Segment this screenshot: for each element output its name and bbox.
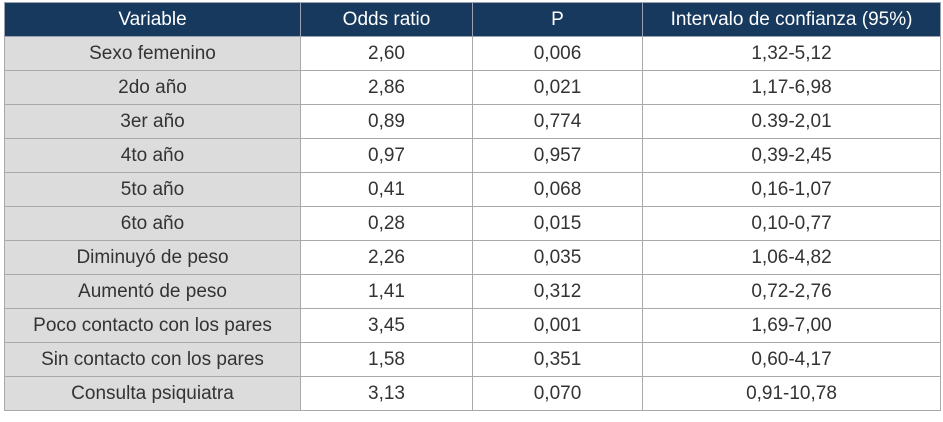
variable-cell: Sexo femenino [4,36,301,71]
variable-cell: Aumentó de peso [4,274,301,309]
p-value-cell: 0,021 [472,70,643,105]
table-row: 4to año 0,97 0,957 0,39-2,45 [4,138,941,173]
table-row: Poco contacto con los pares 3,45 0,001 1… [4,308,941,343]
table-row: 2do año 2,86 0,021 1,17-6,98 [4,70,941,105]
odds-ratio-cell: 2,60 [300,36,473,71]
odds-ratio-cell: 0,28 [300,206,473,241]
variable-cell: Consulta psiquiatra [4,376,301,411]
odds-ratio-cell: 1,58 [300,342,473,377]
p-value-cell: 0,774 [472,104,643,139]
confidence-interval-cell: 1,69-7,00 [642,308,941,343]
odds-ratio-cell: 2,86 [300,70,473,105]
table-row: Aumentó de peso 1,41 0,312 0,72-2,76 [4,274,941,309]
table-row: Consulta psiquiatra 3,13 0,070 0,91-10,7… [4,376,941,411]
p-value-cell: 0,312 [472,274,643,309]
confidence-interval-cell: 0,16-1,07 [642,172,941,207]
variable-cell: 2do año [4,70,301,105]
variable-cell: 3er año [4,104,301,139]
odds-ratio-cell: 3,45 [300,308,473,343]
p-value-cell: 0,068 [472,172,643,207]
table-row: 5to año 0,41 0,068 0,16-1,07 [4,172,941,207]
p-value-cell: 0,001 [472,308,643,343]
results-table-container: Variable Odds ratio P Intervalo de confi… [4,2,941,411]
confidence-interval-cell: 1,17-6,98 [642,70,941,105]
odds-ratio-cell: 3,13 [300,376,473,411]
odds-ratio-cell: 0,41 [300,172,473,207]
table-row: 6to año 0,28 0,015 0,10-0,77 [4,206,941,241]
variable-cell: 4to año [4,138,301,173]
table-row: Diminuyó de peso 2,26 0,035 1,06-4,82 [4,240,941,275]
header-p: P [472,2,643,37]
odds-ratio-cell: 0,89 [300,104,473,139]
p-value-cell: 0,035 [472,240,643,275]
odds-ratio-cell: 2,26 [300,240,473,275]
variable-cell: 5to año [4,172,301,207]
table-row: 3er año 0,89 0,774 0.39-2,01 [4,104,941,139]
p-value-cell: 0,351 [472,342,643,377]
confidence-interval-cell: 0,60-4,17 [642,342,941,377]
p-value-cell: 0,070 [472,376,643,411]
odds-ratio-cell: 1,41 [300,274,473,309]
odds-ratio-cell: 0,97 [300,138,473,173]
confidence-interval-cell: 0,10-0,77 [642,206,941,241]
header-confidence-interval: Intervalo de confianza (95%) [642,2,941,37]
variable-cell: Diminuyó de peso [4,240,301,275]
p-value-cell: 0,015 [472,206,643,241]
header-odds-ratio: Odds ratio [300,2,473,37]
confidence-interval-cell: 0,91-10,78 [642,376,941,411]
confidence-interval-cell: 0.39-2,01 [642,104,941,139]
header-row: Variable Odds ratio P Intervalo de confi… [4,2,941,37]
p-value-cell: 0,006 [472,36,643,71]
variable-cell: Sin contacto con los pares [4,342,301,377]
variable-cell: 6to año [4,206,301,241]
table-row: Sin contacto con los pares 1,58 0,351 0,… [4,342,941,377]
p-value-cell: 0,957 [472,138,643,173]
confidence-interval-cell: 0,72-2,76 [642,274,941,309]
odds-ratio-table: Variable Odds ratio P Intervalo de confi… [4,2,941,411]
header-variable: Variable [4,2,301,37]
confidence-interval-cell: 1,32-5,12 [642,36,941,71]
table-row: Sexo femenino 2,60 0,006 1,32-5,12 [4,36,941,71]
confidence-interval-cell: 0,39-2,45 [642,138,941,173]
variable-cell: Poco contacto con los pares [4,308,301,343]
confidence-interval-cell: 1,06-4,82 [642,240,941,275]
